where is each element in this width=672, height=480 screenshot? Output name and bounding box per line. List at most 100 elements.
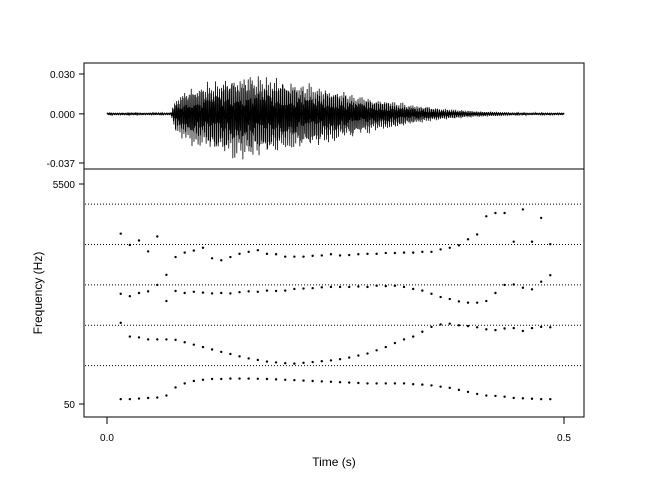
formant-3-point [220,291,223,295]
formant-4-point [338,254,342,257]
formant-2-point [302,361,305,365]
formant-4-point [402,251,406,254]
formant-1-point [448,386,451,390]
formant-4-point [311,254,314,258]
formant-3-point [503,283,506,287]
formant-4-point [156,235,159,238]
formant-2-point [357,354,360,357]
formant-4-point [146,250,150,253]
formant-3-point [156,283,159,287]
formant-4-point [521,208,525,211]
formant-1-point [229,377,232,380]
formant-2-point [539,325,543,329]
formant-2-point [274,361,278,364]
formant-panel-frame [83,168,585,418]
formant-1-point [265,377,269,381]
formant-1-point [521,397,525,400]
formant-1-point [366,382,369,385]
formant-3-point [137,291,141,295]
formant-3-point [475,301,479,304]
formant-3-point [201,291,205,294]
formant-1-point [119,397,122,401]
formant-3-point [293,287,296,291]
formant-3-point [402,285,406,289]
formant-3-point [457,300,461,303]
formant-4-point [137,239,141,242]
formant-4-point [256,249,260,252]
waveform-y-tick-label: 0.030 [50,70,75,81]
formant-3-point [494,291,497,295]
formant-1-point [192,379,196,383]
formant-1-point [284,378,287,381]
formant-3-point [302,287,305,290]
formant-2-point [494,328,497,332]
formant-2-point [348,356,351,359]
formant-1-point [338,381,342,384]
formant-3-point [521,286,525,289]
formant-4-point [530,240,534,243]
formant-2-point [247,357,250,360]
formant-3-point [430,292,433,295]
formant-1-point [128,397,132,401]
formant-1-point [485,394,488,397]
formant-4-point [284,255,287,258]
formant-2-point [210,348,214,351]
formant-4-point [174,255,177,259]
formant-4-point [503,211,506,215]
formant-1-point [549,397,552,401]
formant-3-point [485,299,488,303]
formant-4-point [411,251,415,254]
formant-4-point [320,254,323,257]
formant-1-point [210,377,214,381]
formant-2-point [430,325,433,329]
formant-1-point [220,377,223,381]
formant-4-point [329,253,333,256]
formant-3-point [256,290,260,293]
formant-1-point [384,382,387,385]
waveform-y-tick-label: 0.000 [50,110,75,121]
formant-2-point [503,327,506,330]
formant-2-point [311,360,314,364]
formant-3-point [393,284,397,287]
waveform-y-tick-label: -0.037 [47,159,76,170]
formant-3-point [284,289,287,292]
formant-3-point [357,285,360,288]
formant-4-point [448,246,451,249]
formant-4-point [302,255,305,258]
formant-1-point [256,377,260,380]
formant-3-point [119,292,122,295]
formant-1-point [302,379,305,382]
formant-1-point [457,388,461,392]
frequency-y-tick-label: 5500 [53,180,76,191]
formant-4-point [220,259,223,262]
formant-4-point [229,255,232,259]
formant-4-point [119,232,122,235]
formant-1-point [320,380,323,383]
formant-1-point [156,396,159,399]
formant-4-point [293,255,296,258]
formant-1-point [174,386,177,389]
formant-2-point [229,352,232,356]
formant-4-point [274,253,278,256]
formant-2-point [549,326,552,329]
formant-2-point [439,323,442,326]
formant-3-point [311,286,314,290]
formant-3-point [238,290,241,294]
formant-1-point [421,383,424,386]
formant-3-point [466,301,470,304]
formant-4-point [201,246,205,249]
formant-3-point [192,290,196,293]
formant-2-point [192,343,196,346]
formant-1-point [165,394,168,397]
formant-4-point [494,211,497,215]
formant-gridlines [85,203,583,367]
formant-2-point [457,324,461,327]
formant-3-point [439,295,442,299]
formant-4-point [348,253,351,257]
time-x-axis: 0.0 0.5 [100,417,571,444]
formant-4-point [439,248,442,251]
frequency-y-tick-label: 50 [64,400,76,411]
formant-3-point [539,280,543,283]
formant-1-point [512,396,515,400]
formant-3-point [366,285,369,289]
